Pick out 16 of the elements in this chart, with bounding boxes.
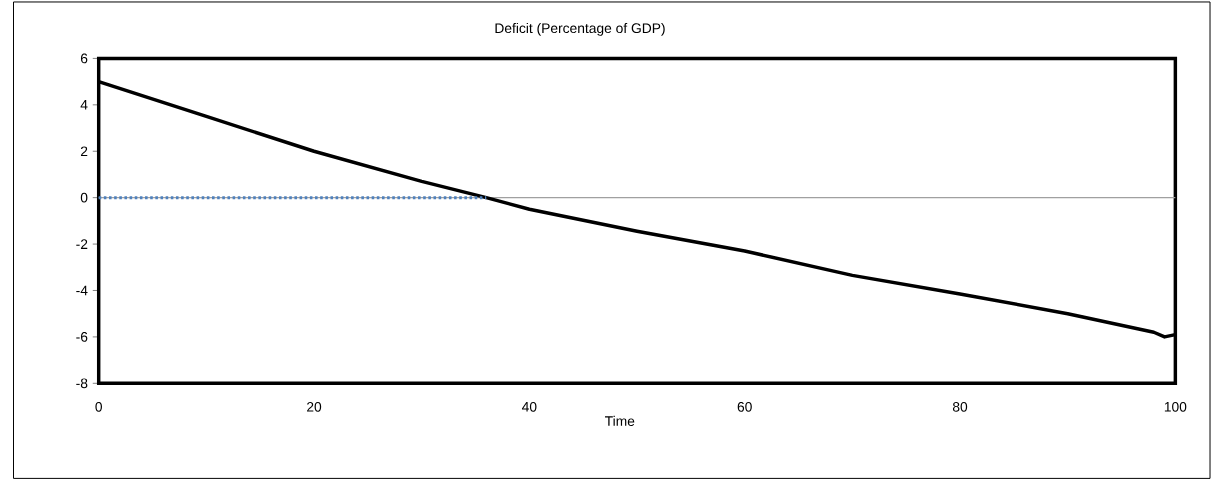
y-tick-label: -4 bbox=[76, 285, 88, 296]
x-tick-label: 20 bbox=[307, 401, 322, 412]
x-axis-title: Time bbox=[605, 415, 635, 426]
x-tick-label: 40 bbox=[521, 401, 537, 412]
y-tick-label: 2 bbox=[80, 146, 88, 156]
x-tick-label: 60 bbox=[737, 401, 752, 412]
y-tick-label: -2 bbox=[76, 239, 88, 249]
x-tick-label: 0 bbox=[95, 401, 102, 412]
x-tick-label: 100 bbox=[1164, 401, 1187, 412]
y-tick-label: 4 bbox=[80, 99, 88, 110]
x-tick-label: 80 bbox=[952, 401, 968, 412]
y-tick-label: 6 bbox=[80, 53, 88, 64]
y-tick-label: -8 bbox=[76, 378, 88, 389]
y-tick-label: 0 bbox=[80, 192, 88, 203]
chart-title: Deficit (Percentage of GDP) bbox=[495, 22, 665, 36]
y-tick-label: -6 bbox=[76, 331, 88, 342]
